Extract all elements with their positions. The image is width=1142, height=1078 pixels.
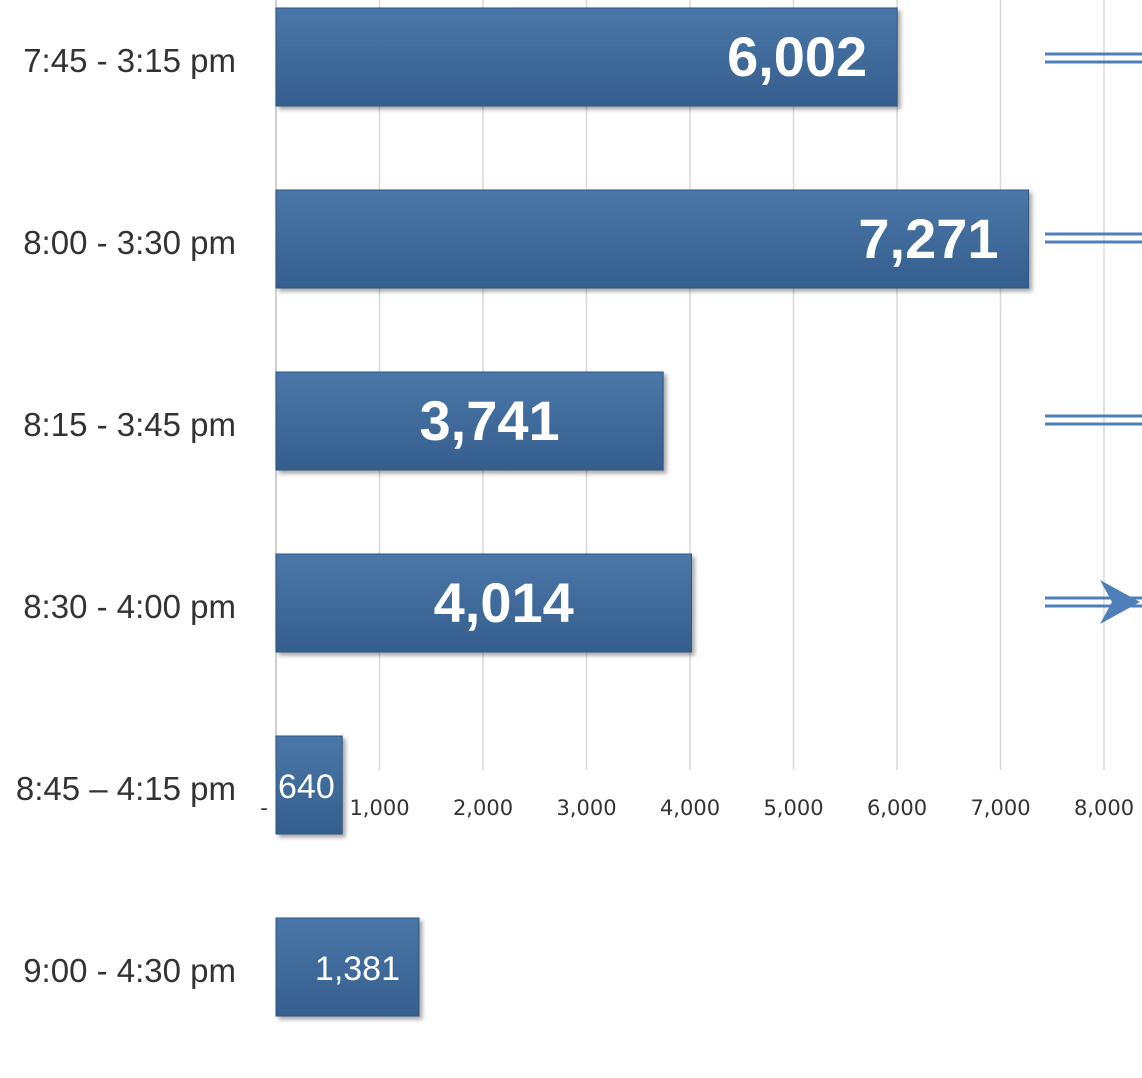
x-tick-label: 4,000: [660, 796, 720, 820]
data-label: 6,002: [727, 25, 867, 88]
category-label: 8:30 - 4:00 pm: [23, 588, 236, 625]
bar: [275, 371, 664, 471]
arrow-icon: [1045, 414, 1142, 426]
x-tick-label: 1,000: [349, 796, 409, 820]
data-label: 4,014: [434, 571, 574, 634]
x-tick-label: 2,000: [453, 796, 513, 820]
x-tick-label: 5,000: [763, 796, 823, 820]
data-label: 640: [278, 768, 335, 806]
category-label: 8:00 - 3:30 pm: [23, 224, 236, 261]
category-labels: 7:45 - 3:15 pm 8:00 - 3:30 pm 8:15 - 3:45 …: [16, 42, 236, 989]
arrow-icon: [1045, 580, 1142, 624]
bar: [275, 917, 420, 1017]
category-label: 8:45 – 4:15 pm: [16, 770, 236, 807]
category-label: 8:15 - 3:45 pm: [23, 406, 236, 443]
arrows: [1045, 52, 1142, 624]
data-label: 7,271: [858, 207, 998, 270]
x-tick-label: 7,000: [970, 796, 1030, 820]
arrow-icon: [1045, 232, 1142, 244]
x-tick-label: 6,000: [867, 796, 927, 820]
category-label: 9:00 - 4:30 pm: [23, 952, 236, 989]
arrow-icon: [1045, 52, 1142, 64]
data-label: 3,741: [420, 389, 560, 452]
bar: [275, 189, 1030, 289]
bars: 6,002 7,271 3,741 4,014 640 1,381: [275, 7, 1030, 1017]
x-tick-label: 8,000: [1074, 796, 1134, 820]
x-axis-tick-labels: - 1,000 2,000 3,000 4,000 5,000 6,000 7,000 8,00…: [260, 796, 1134, 820]
data-label: 1,381: [315, 950, 400, 988]
x-tick-label: -: [260, 796, 268, 820]
bar: [275, 7, 898, 107]
bar: [275, 553, 692, 653]
gridlines: [275, 0, 1105, 770]
bar: [275, 735, 343, 835]
category-label: 7:45 - 3:15 pm: [23, 42, 236, 79]
x-tick-label: 3,000: [556, 796, 616, 820]
